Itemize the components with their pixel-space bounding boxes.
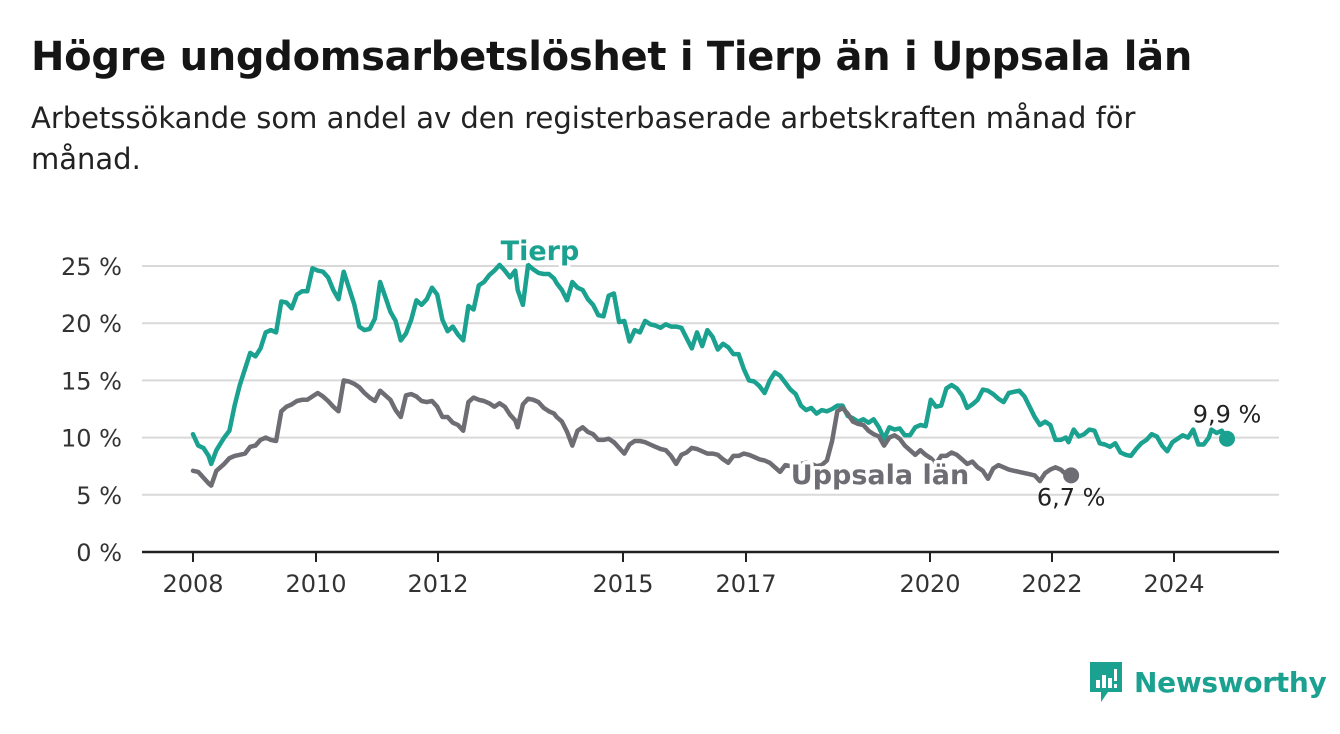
x-tick-label: 2022 bbox=[1021, 570, 1082, 598]
brand-logo: Newsworthy bbox=[1088, 660, 1327, 704]
y-tick-label: 10 % bbox=[61, 425, 122, 453]
x-tick-label: 2015 bbox=[592, 570, 653, 598]
end-label-uppsala-lan: 6,7 % bbox=[1037, 483, 1106, 511]
chart-subtitle: Arbetssökande som andel av den registerb… bbox=[31, 101, 1136, 176]
newsworthy-logo-icon bbox=[1090, 662, 1122, 702]
x-tick-label: 2024 bbox=[1143, 570, 1204, 598]
end-label-tierp: 9,9 % bbox=[1193, 401, 1262, 429]
y-tick-label: 15 % bbox=[61, 367, 122, 395]
series-line-uppsala-lan bbox=[190, 378, 1074, 488]
series-line-tierp bbox=[190, 262, 1230, 467]
series-label-tierp-halo: Tierp bbox=[501, 236, 580, 267]
x-tick-label: 2012 bbox=[407, 570, 468, 598]
brand-name: Newsworthy bbox=[1134, 665, 1327, 699]
series-label-uppsala-lan: Uppsala län bbox=[791, 460, 969, 491]
x-tick-label: 2008 bbox=[162, 570, 223, 598]
end-point-uppsala-lan bbox=[1063, 467, 1080, 484]
y-tick-label: 25 % bbox=[61, 253, 122, 281]
x-tick-label: 2017 bbox=[715, 570, 776, 598]
y-tick-label: 20 % bbox=[61, 310, 122, 338]
y-tick-label: 0 % bbox=[76, 539, 122, 567]
series-label-tierp: Tierp bbox=[501, 236, 580, 267]
end-point-tierp bbox=[1219, 430, 1235, 447]
x-tick-label: 2020 bbox=[899, 570, 960, 598]
line-chart: 0 % 5 % 10 % 15 % 20 % 25 % 2008 2010 2012 2015 20… bbox=[61, 236, 1279, 598]
series-label-uppsala-lan-halo: Uppsala län bbox=[791, 460, 969, 491]
x-tick-label: 2010 bbox=[285, 570, 346, 598]
chart-title: Högre ungdomsarbetslöshet i Tierp än i U… bbox=[31, 34, 1193, 80]
y-tick-label: 5 % bbox=[76, 482, 122, 510]
